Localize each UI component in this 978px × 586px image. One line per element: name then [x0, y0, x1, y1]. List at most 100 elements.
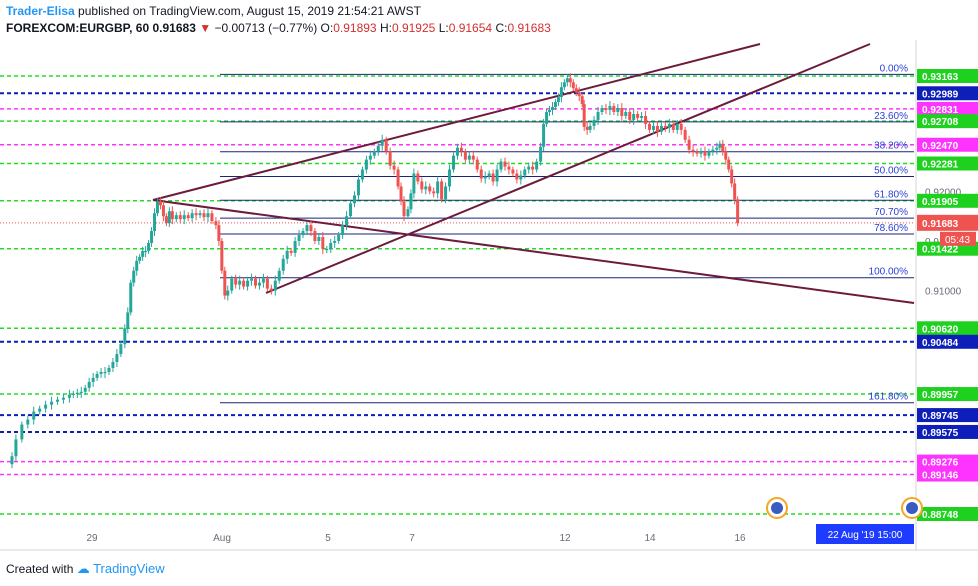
candle-body [663, 125, 667, 128]
candle-body [580, 96, 584, 105]
candle-body [138, 256, 142, 261]
candle-body [61, 397, 65, 400]
candle-body [440, 181, 444, 200]
price-level-label-bg [917, 507, 978, 521]
candle-body [707, 151, 711, 156]
economic-event-icon-inner [906, 502, 918, 514]
candle-body [254, 278, 257, 286]
candle-body [556, 97, 560, 103]
time-tick-label: 5 [325, 533, 331, 544]
candle-body [250, 278, 254, 281]
candle-body [671, 123, 675, 130]
time-axis[interactable]: 29 Aug 5 7 12 14 16 22 Aug '19 15:00 [0, 524, 978, 551]
price-level-label: 0.89957 [922, 390, 959, 401]
candle-body [562, 82, 566, 88]
candle-body [238, 280, 242, 285]
candle-body [545, 112, 549, 124]
candle-body [640, 115, 644, 118]
candle-body [115, 354, 119, 363]
candle-body [353, 195, 356, 204]
candle-body [349, 203, 353, 217]
trendline [152, 43, 761, 201]
time-tick-label: Aug [213, 533, 231, 544]
author-name[interactable]: Trader-Elisa [6, 4, 75, 18]
trendlines[interactable] [152, 43, 915, 304]
price-level-label-bg [917, 387, 978, 402]
candle-body [571, 82, 575, 89]
price-level-label: 0.90620 [922, 324, 959, 335]
fib-level-label: 61.80% [874, 189, 908, 200]
candle-body [559, 87, 563, 98]
price-level-label-bg [917, 321, 978, 336]
candle-body [132, 270, 136, 283]
tradingview-brand[interactable]: TradingView [93, 561, 165, 576]
candle-body [123, 328, 127, 345]
candle-body [293, 240, 297, 253]
candle-body [99, 371, 103, 374]
candle-body [721, 143, 725, 152]
candle-body [479, 169, 483, 179]
ohlc-close: 0.91683 [507, 21, 551, 35]
candle-body [392, 165, 396, 170]
candle-body [539, 146, 543, 162]
candle-body [71, 393, 75, 395]
candle-body [178, 215, 182, 220]
price-level-label: 0.92281 [922, 160, 959, 171]
price-axis[interactable]: 0.900000.905000.910000.915000.920000.925… [915, 40, 978, 550]
price-level-label-bg [917, 467, 978, 482]
candle-body [333, 240, 337, 243]
candle-body [14, 439, 18, 457]
candle-body [372, 151, 376, 156]
candle-body [368, 155, 372, 160]
candle-body [214, 221, 218, 226]
candle-body [67, 394, 71, 398]
candle-body [582, 104, 586, 127]
candle-body [432, 191, 436, 194]
candle-body [648, 123, 652, 130]
candle-body [220, 240, 224, 271]
chart-icons [766, 497, 923, 519]
candle-body [592, 119, 596, 126]
candle-body [32, 411, 36, 420]
tradingview-logo-icon[interactable]: ☁ [76, 561, 90, 576]
candle-body [20, 424, 24, 440]
candle-body [161, 205, 165, 217]
candle-body [107, 367, 111, 372]
price-level-label-bg [917, 86, 978, 101]
candle-body [10, 456, 14, 465]
candle-body [103, 371, 107, 374]
candle-body [269, 288, 273, 291]
candle-body [459, 147, 463, 152]
fib-level-label: 100.00% [869, 267, 909, 278]
candle-body [608, 106, 612, 111]
price-level-label-bg [917, 69, 978, 83]
candle-body [38, 408, 42, 412]
candle-body [158, 201, 162, 206]
candle-body [612, 106, 616, 113]
candle-body [186, 215, 190, 219]
candle-body [257, 282, 261, 286]
horizontal-levels [0, 75, 914, 515]
price-level-label-bg [917, 424, 978, 439]
candle-body [424, 186, 428, 190]
candle-body [150, 231, 154, 243]
candle-body [230, 278, 234, 291]
candle-body [144, 250, 148, 253]
candle-body [691, 149, 695, 152]
candle-body [153, 213, 157, 232]
fibonacci-retracement[interactable]: 0.00% 23.60% 38.20% 50.00% 61.80% 70.70% 78.60… [220, 63, 914, 404]
ohlc-low: 0.91654 [448, 21, 493, 35]
candle-body [341, 225, 345, 236]
candle-body [507, 166, 511, 170]
time-tick-label: 29 [86, 533, 98, 544]
published-text: published on TradingView.com, August 15,… [78, 4, 421, 18]
candle-body [733, 183, 737, 200]
fib-level-label: 38.20% [874, 141, 908, 152]
candle-body [565, 78, 569, 83]
candle-body [523, 169, 527, 176]
candle-body [129, 282, 133, 313]
fib-level-label: 161.80% [869, 392, 909, 403]
price-tick-label: 0.91000 [925, 287, 962, 298]
candle-body [703, 151, 707, 156]
